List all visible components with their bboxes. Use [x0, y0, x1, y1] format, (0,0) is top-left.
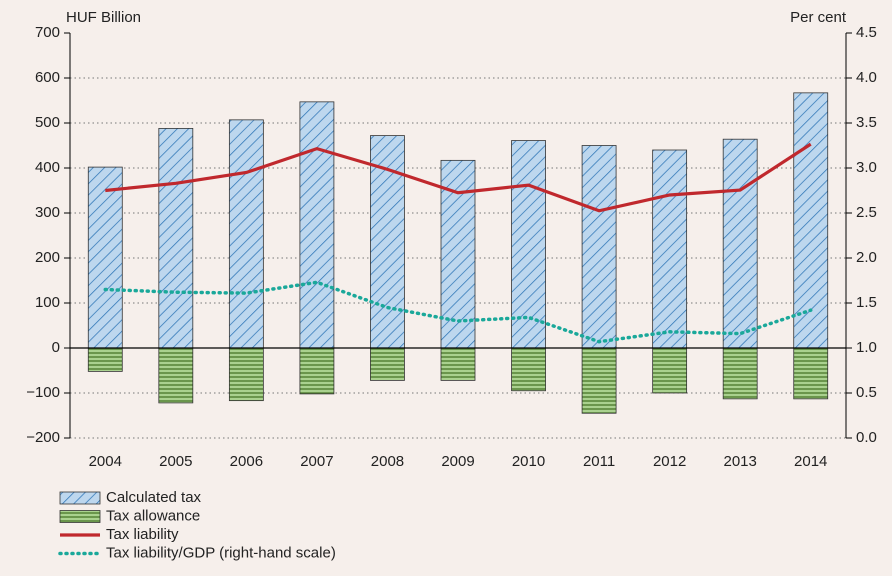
x-tick-label: 2006	[230, 453, 263, 470]
x-tick-label: 2009	[441, 453, 474, 470]
bar	[299, 101, 335, 349]
bar	[652, 149, 688, 349]
x-tick-label: 2007	[300, 453, 333, 470]
y2-tick-label: 0.5	[856, 384, 877, 401]
y-tick-label: 500	[35, 114, 60, 131]
bar	[511, 140, 546, 349]
bar	[228, 347, 264, 402]
y2-tick-label: 4.5	[856, 24, 877, 41]
x-tick-label: 2010	[512, 453, 545, 470]
y-axis-label: HUF Billion	[66, 9, 141, 26]
legend-label: Tax liability	[106, 526, 179, 543]
bar	[722, 347, 758, 400]
bar	[158, 127, 194, 349]
bar	[299, 347, 335, 395]
bar	[440, 347, 476, 381]
y-tick-label: −100	[26, 384, 60, 401]
y2-tick-label: 1.0	[856, 339, 877, 356]
bar	[652, 347, 688, 394]
y-tick-label: 300	[35, 204, 60, 221]
y-tick-label: 700	[35, 24, 60, 41]
legend-label: Tax liability/GDP (right-hand scale)	[106, 544, 336, 561]
bar	[581, 347, 617, 414]
y2-tick-label: 2.0	[856, 249, 877, 266]
line	[103, 280, 813, 344]
x-tick-label: 2008	[371, 453, 404, 470]
bar	[87, 166, 123, 349]
y2-tick-label: 0.0	[856, 429, 877, 446]
bar	[581, 145, 617, 349]
x-tick-label: 2012	[653, 453, 686, 470]
y-tick-label: 100	[35, 294, 60, 311]
y2-tick-label: 3.0	[856, 159, 877, 176]
bar	[511, 347, 546, 392]
bar	[87, 347, 123, 372]
legend-swatch	[59, 510, 101, 523]
y2-tick-label: 2.5	[856, 204, 877, 221]
bar	[228, 119, 264, 349]
x-tick-label: 2011	[583, 453, 615, 470]
y-tick-label: 400	[35, 159, 60, 176]
y-tick-label: 200	[35, 249, 60, 266]
legend-label: Tax allowance	[106, 507, 200, 524]
y2-tick-label: 3.5	[856, 114, 877, 131]
x-tick-label: 2004	[89, 453, 122, 470]
x-tick-label: 2013	[723, 453, 756, 470]
bar	[158, 347, 194, 404]
bar	[793, 347, 829, 400]
legend-swatch	[59, 491, 101, 505]
y-tick-label: 600	[35, 69, 60, 86]
y2-tick-label: 1.5	[856, 294, 877, 311]
y2-tick-label: 4.0	[856, 69, 877, 86]
line	[105, 142, 812, 213]
y-tick-label: 0	[52, 339, 60, 356]
bar	[722, 138, 758, 349]
y2-axis-label: Per cent	[790, 9, 847, 26]
x-tick-label: 2005	[159, 453, 192, 470]
legend-label: Calculated tax	[106, 489, 202, 506]
y-tick-label: −200	[26, 429, 60, 446]
x-tick-label: 2014	[794, 453, 827, 470]
bar	[793, 92, 829, 349]
bar	[370, 347, 405, 381]
